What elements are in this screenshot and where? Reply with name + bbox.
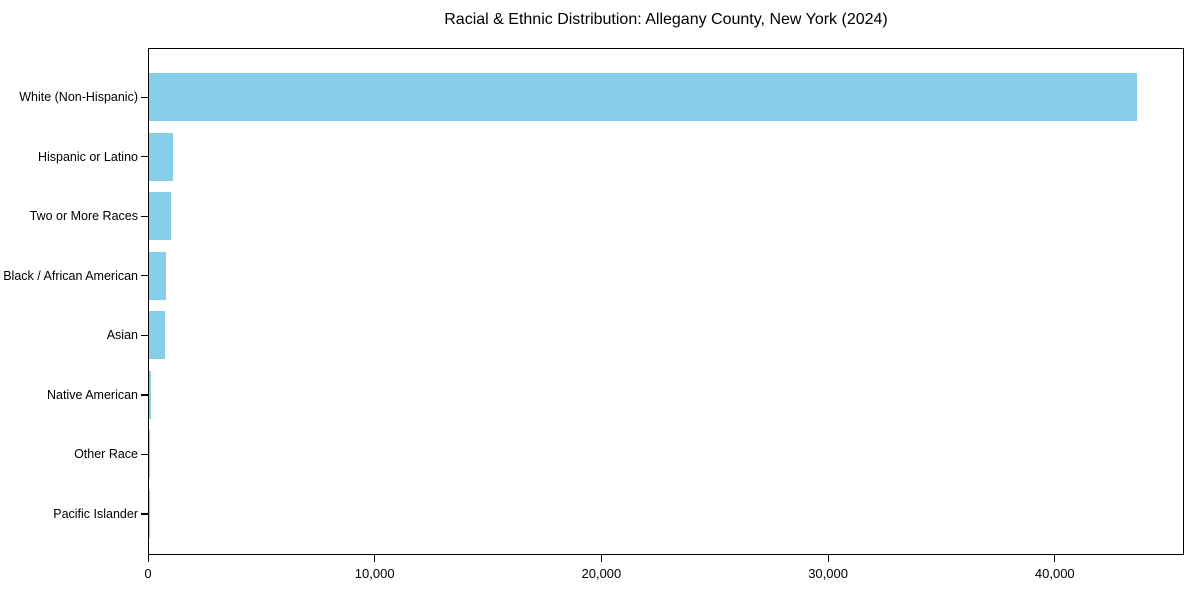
y-tick [141,394,148,396]
x-tick [147,555,149,562]
y-axis-label: Black / African American [3,268,138,283]
x-tick-label: 20,000 [581,566,622,581]
x-tick-label: 30,000 [808,566,848,581]
x-tick-label: 10,000 [354,566,395,581]
bar [149,251,167,300]
y-tick [141,513,148,515]
y-axis-label: Other Race [74,447,138,462]
y-tick [141,453,148,456]
x-tick [374,555,376,562]
bar [149,430,151,479]
y-axis-label: Asian [106,328,138,343]
x-tick [827,555,829,562]
y-axis-label: Native American [46,387,138,402]
y-axis-label: Two or More Races [29,209,138,224]
bar [149,311,165,360]
y-tick [141,334,148,336]
y-axis-label: Pacific Islander [53,506,138,521]
bar [149,73,1138,121]
y-tick [141,275,148,277]
bar [149,192,171,241]
x-tick [600,555,603,562]
y-axis-label: Hispanic or Latino [37,149,138,164]
x-tick-label: 0 [144,566,152,581]
y-tick [141,156,148,158]
x-tick-label: 40,000 [1034,566,1075,581]
x-tick [1054,555,1056,562]
y-tick [141,215,148,217]
y-axis-label: White (Non-Hispanic) [19,90,138,104]
bar [149,132,173,181]
plot-area [148,48,1184,555]
chart-title: Racial & Ethnic Distribution: Allegany C… [444,11,888,28]
bar [149,370,152,419]
y-tick [141,96,148,98]
